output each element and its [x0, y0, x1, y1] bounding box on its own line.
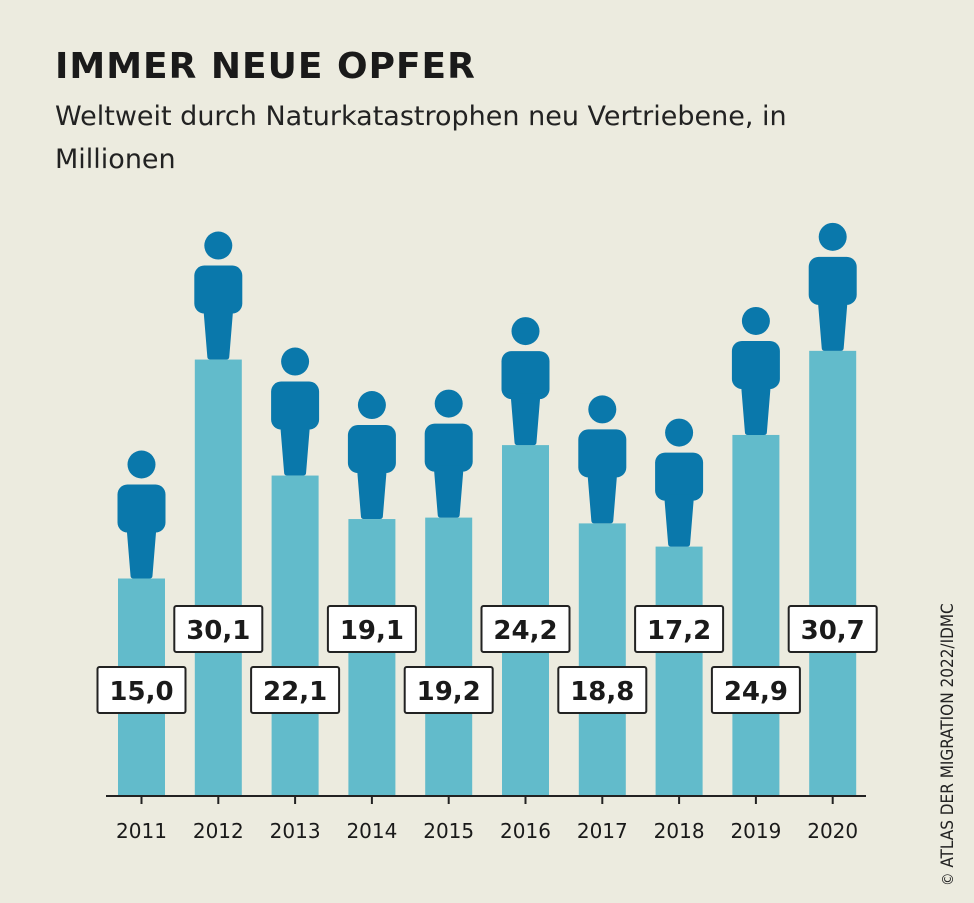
- bar-2015: [425, 517, 473, 796]
- person-icon: [194, 231, 243, 360]
- x-tick-label: 2013: [270, 819, 321, 843]
- value-label-box: [326, 605, 417, 653]
- value-label: 22,1: [263, 677, 327, 707]
- x-tick-label: 2015: [423, 819, 474, 843]
- value-label-box: [250, 666, 341, 714]
- value-label: 18,8: [570, 677, 634, 707]
- value-label: 15,0: [109, 677, 173, 707]
- value-label-box: [173, 605, 264, 653]
- x-tick-label: 2014: [346, 819, 397, 843]
- value-label-box: [403, 666, 494, 714]
- value-label-box: [787, 605, 878, 653]
- value-label: 24,2: [493, 616, 557, 646]
- x-tick-label: 2017: [577, 819, 628, 843]
- bar-2020: [809, 350, 857, 796]
- x-tick-label: 2012: [193, 819, 244, 843]
- value-label-box: [96, 666, 187, 714]
- bar-2013: [271, 475, 319, 796]
- value-label: 19,2: [417, 677, 481, 707]
- x-tick-label: 2018: [654, 819, 705, 843]
- bar-2017: [578, 523, 626, 796]
- source-credit: © ATLAS DER MIGRATION 2022/IDMC: [938, 603, 958, 886]
- bar-2018: [655, 546, 703, 796]
- copyright-icon: ©: [939, 872, 957, 887]
- value-label: 30,7: [801, 616, 865, 646]
- chart-subtitle: Weltweit durch Naturkatastrophen neu Ver…: [55, 101, 787, 175]
- chart-title: IMMER NEUE OPFER: [55, 46, 476, 87]
- x-tick-label: 2019: [730, 819, 781, 843]
- value-label: 19,1: [340, 616, 404, 646]
- person-icon: [271, 347, 320, 476]
- person-icon: [501, 317, 550, 446]
- bar-2012: [194, 359, 242, 796]
- bar-2019: [732, 434, 780, 796]
- x-tick-label: 2011: [116, 819, 167, 843]
- value-label: 17,2: [647, 616, 711, 646]
- value-label: 30,1: [186, 616, 250, 646]
- value-label-box: [710, 666, 801, 714]
- person-icon: [655, 418, 704, 547]
- person-icon: [424, 389, 473, 518]
- bar-2014: [348, 519, 396, 796]
- value-label-box: [480, 605, 571, 653]
- x-tick-label: 2020: [807, 819, 858, 843]
- person-icon: [578, 395, 627, 524]
- person-icon: [808, 222, 857, 351]
- person-icon: [117, 450, 166, 579]
- person-icon: [731, 306, 780, 435]
- x-tick-label: 2016: [500, 819, 551, 843]
- value-label-box: [634, 605, 725, 653]
- source-credit-text: ATLAS DER MIGRATION 2022/IDMC: [938, 603, 958, 868]
- person-icon: [347, 391, 396, 520]
- value-label: 24,9: [724, 677, 788, 707]
- value-label-box: [557, 666, 648, 714]
